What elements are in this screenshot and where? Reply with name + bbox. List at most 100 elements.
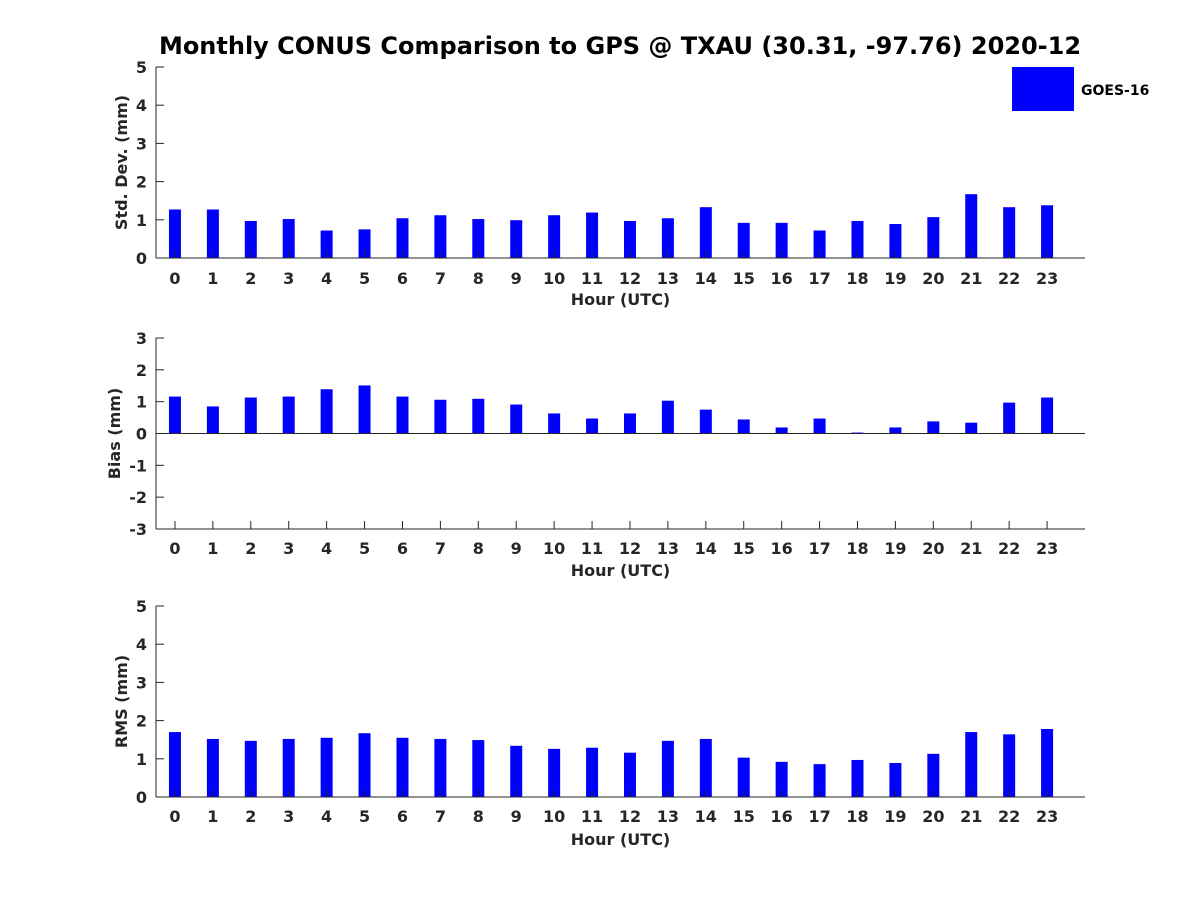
x-tick-label: 19 xyxy=(884,269,906,288)
x-axis-title: Hour (UTC) xyxy=(571,290,671,309)
x-tick-label: 14 xyxy=(695,269,717,288)
x-tick-label: 2 xyxy=(245,807,256,826)
bar xyxy=(396,396,409,434)
bar xyxy=(775,427,788,434)
y-tick-label: 2 xyxy=(136,173,147,192)
x-tick-label: 20 xyxy=(922,807,944,826)
bar xyxy=(282,219,295,258)
x-tick-label: 16 xyxy=(771,269,793,288)
bar xyxy=(168,732,181,797)
bar xyxy=(548,413,561,434)
y-tick-label: 5 xyxy=(136,58,147,77)
y-tick-label: 0 xyxy=(136,788,147,807)
bar xyxy=(206,738,219,797)
bar xyxy=(813,230,826,258)
x-tick-label: 1 xyxy=(207,269,218,288)
x-tick-label: 8 xyxy=(473,539,484,558)
x-tick-label: 21 xyxy=(960,807,982,826)
bar xyxy=(548,215,561,258)
bar xyxy=(927,421,940,434)
x-tick-label: 22 xyxy=(998,269,1020,288)
x-tick-label: 16 xyxy=(771,539,793,558)
y-tick-label: 1 xyxy=(136,393,147,412)
bar xyxy=(586,212,599,258)
x-tick-label: 3 xyxy=(283,807,294,826)
bar xyxy=(586,747,599,797)
bar xyxy=(851,220,864,258)
bar xyxy=(396,737,409,797)
bar xyxy=(661,218,674,258)
bar xyxy=(699,738,712,797)
bar xyxy=(965,194,978,258)
bar xyxy=(699,207,712,258)
x-tick-label: 19 xyxy=(884,807,906,826)
x-tick-label: 14 xyxy=(695,539,717,558)
x-tick-label: 17 xyxy=(808,269,830,288)
bar xyxy=(358,385,371,434)
x-tick-label: 13 xyxy=(657,807,679,826)
x-tick-label: 23 xyxy=(1036,539,1058,558)
x-tick-label: 10 xyxy=(543,269,565,288)
y-tick-label: 4 xyxy=(136,635,147,654)
bar xyxy=(168,396,181,434)
bar xyxy=(775,761,788,797)
x-tick-label: 18 xyxy=(846,269,868,288)
y-tick-label: 3 xyxy=(136,329,147,348)
bar xyxy=(927,217,940,258)
x-tick-label: 12 xyxy=(619,539,641,558)
bar xyxy=(586,418,599,434)
bar xyxy=(396,218,409,258)
bar xyxy=(889,427,902,434)
bar xyxy=(472,740,485,797)
bar xyxy=(1041,397,1054,434)
bar xyxy=(965,732,978,797)
bar xyxy=(168,209,181,258)
x-tick-label: 18 xyxy=(846,539,868,558)
y-tick-label: -2 xyxy=(129,488,147,507)
bar xyxy=(510,745,523,797)
bar xyxy=(661,740,674,797)
bar xyxy=(927,753,940,797)
x-tick-label: 6 xyxy=(397,269,408,288)
x-tick-label: 7 xyxy=(435,807,446,826)
x-tick-label: 6 xyxy=(397,539,408,558)
x-tick-label: 15 xyxy=(733,269,755,288)
bar xyxy=(320,737,333,797)
bar xyxy=(510,404,523,434)
bar xyxy=(358,733,371,797)
x-tick-label: 9 xyxy=(511,807,522,826)
y-tick-label: 2 xyxy=(136,361,147,380)
bar xyxy=(548,748,561,797)
x-tick-label: 7 xyxy=(435,269,446,288)
bar xyxy=(737,757,750,797)
bar xyxy=(434,399,447,434)
bar xyxy=(1041,729,1054,797)
y-axis-title: RMS (mm) xyxy=(112,655,131,748)
x-tick-label: 4 xyxy=(321,269,332,288)
y-tick-label: 1 xyxy=(136,211,147,230)
x-tick-label: 15 xyxy=(733,807,755,826)
x-tick-label: 4 xyxy=(321,807,332,826)
x-tick-label: 20 xyxy=(922,539,944,558)
x-tick-label: 0 xyxy=(169,807,180,826)
bar xyxy=(472,398,485,434)
x-tick-label: 4 xyxy=(321,539,332,558)
y-tick-label: -1 xyxy=(129,456,147,475)
bar xyxy=(775,222,788,258)
x-tick-label: 9 xyxy=(511,269,522,288)
bar xyxy=(661,400,674,434)
bar xyxy=(623,413,636,434)
x-tick-label: 17 xyxy=(808,807,830,826)
y-axis-title: Bias (mm) xyxy=(105,388,124,480)
x-tick-label: 0 xyxy=(169,269,180,288)
bar xyxy=(206,209,219,258)
x-tick-label: 23 xyxy=(1036,269,1058,288)
bar xyxy=(851,759,864,797)
bar xyxy=(1003,207,1016,258)
x-tick-label: 21 xyxy=(960,539,982,558)
bar xyxy=(737,419,750,434)
y-tick-label: 3 xyxy=(136,134,147,153)
